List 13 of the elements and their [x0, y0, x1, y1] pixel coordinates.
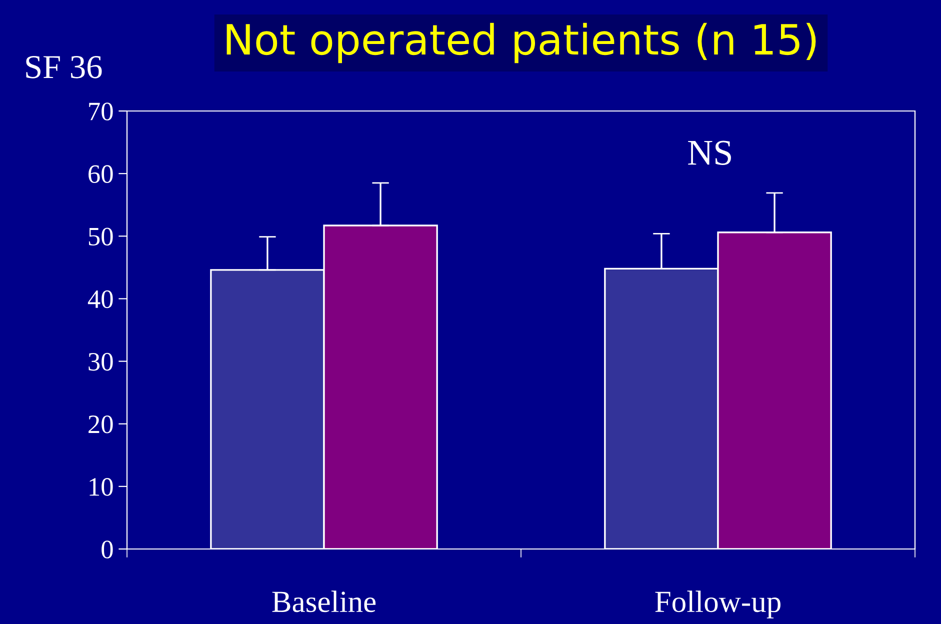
y-axis-title: SF 36	[26, 56, 102, 78]
y-tick-label: 0	[102, 540, 113, 558]
y-tick-label: 70	[89, 102, 113, 120]
y-tick-label: 40	[88, 290, 113, 308]
x-tick-label: Baseline	[272, 590, 376, 612]
chart-title: Not operated patients (n 15)	[226, 22, 816, 64]
y-tick-label: 10	[90, 478, 113, 496]
y-tick-label: 60	[88, 165, 113, 183]
y-tick-label: 50	[88, 228, 113, 246]
y-tick-label: 30	[88, 352, 113, 371]
x-tick-label: Follow-up	[655, 590, 780, 618]
y-tick-label: 20	[88, 415, 113, 434]
annotation: NS	[688, 140, 731, 165]
